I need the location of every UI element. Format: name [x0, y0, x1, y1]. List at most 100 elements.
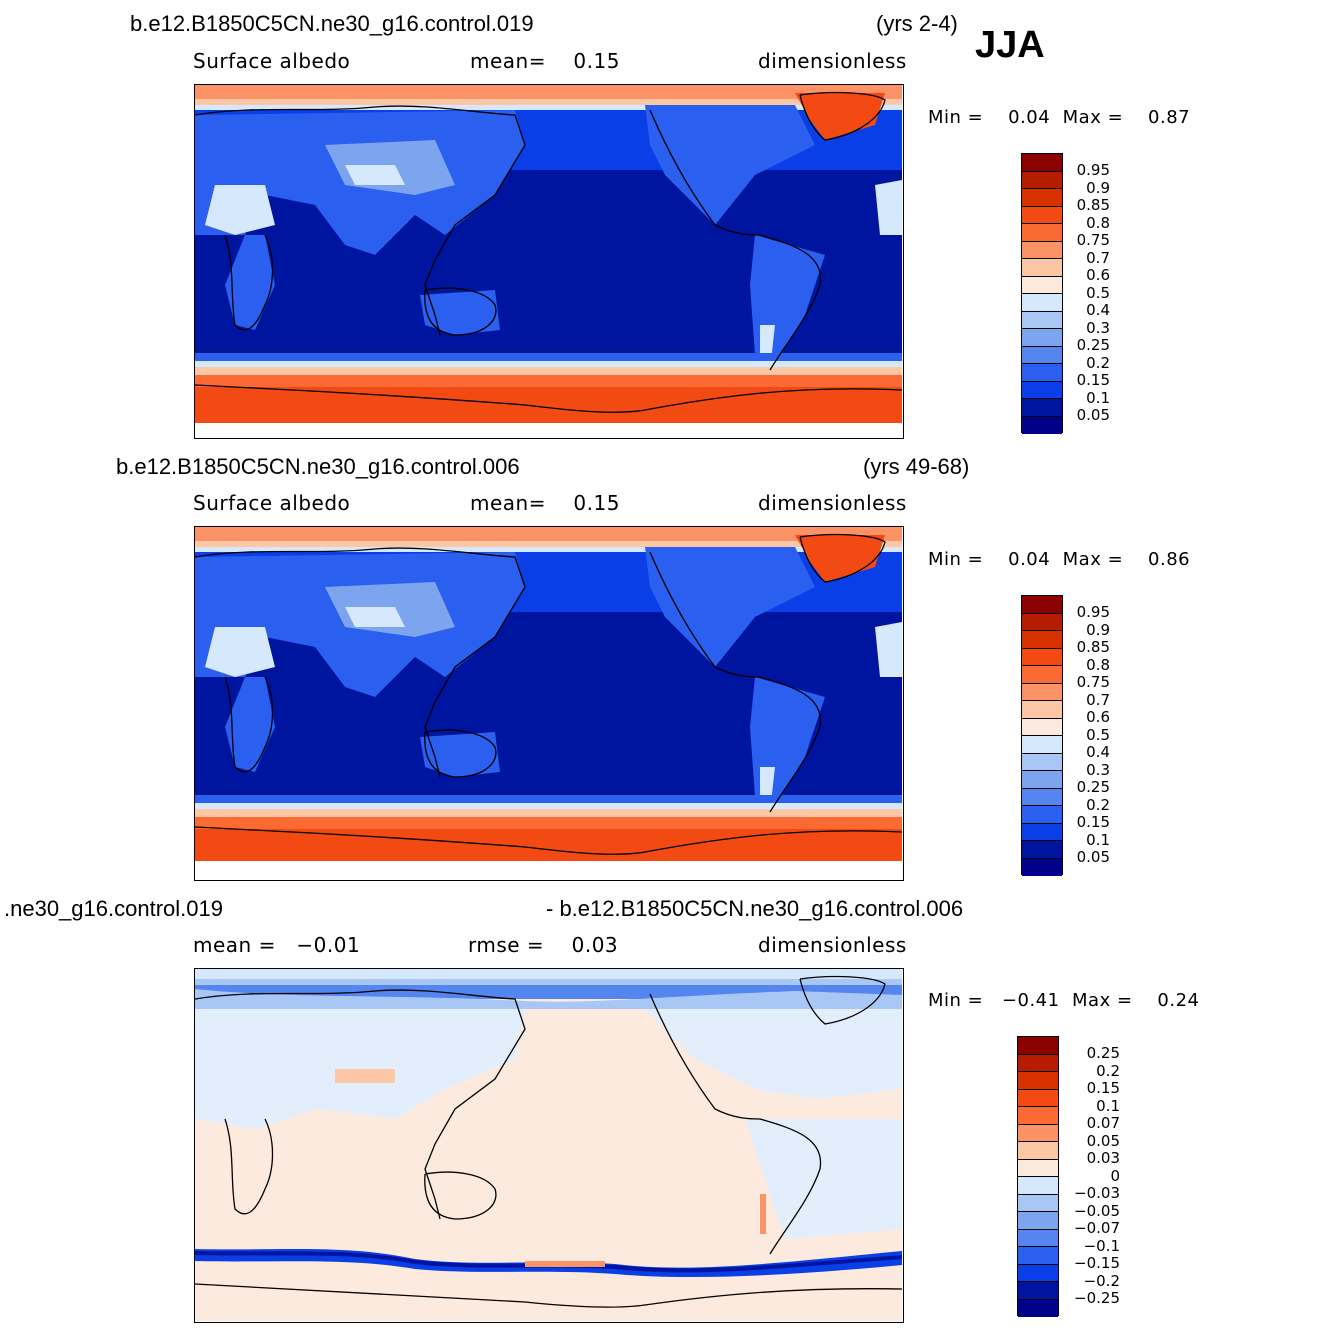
- cbar-label: 0.03: [1087, 1151, 1120, 1166]
- panel3-map-svg: [195, 969, 902, 1321]
- cbar-seg: [1018, 1300, 1058, 1318]
- cbar-label: 0.07: [1087, 1116, 1120, 1131]
- cbar-label: 0.15: [1077, 373, 1110, 388]
- cbar-seg: [1022, 754, 1062, 772]
- cbar-label: 0.5: [1086, 286, 1110, 301]
- cbar-seg: [1018, 1230, 1058, 1248]
- cbar-seg: [1018, 1282, 1058, 1300]
- cbar-seg: [1022, 614, 1062, 632]
- cbar-seg: [1018, 1090, 1058, 1108]
- cbar-label: 0.1: [1086, 391, 1110, 406]
- cbar-label: 0.05: [1087, 1134, 1120, 1149]
- panel1-variable: Surface albedo: [193, 51, 350, 71]
- cbar-seg: [1018, 1212, 1058, 1230]
- panel3-colorbar: [1017, 1036, 1059, 1316]
- cbar-label: 0.25: [1077, 338, 1110, 353]
- cbar-seg: [1018, 1107, 1058, 1125]
- cbar-seg: [1022, 224, 1062, 242]
- cbar-label: −0.03: [1074, 1186, 1120, 1201]
- panel3-colorbar-labels: 0.25 0.2 0.15 0.1 0.07 0.05 0.03 0 −0.03…: [1060, 1046, 1120, 1316]
- cbar-seg: [1018, 1125, 1058, 1143]
- cbar-label: −0.07: [1074, 1221, 1120, 1236]
- cbar-label: 0.6: [1086, 710, 1110, 725]
- cbar-seg: [1022, 364, 1062, 382]
- cbar-seg: [1022, 631, 1062, 649]
- panel2-units: dimensionless: [758, 493, 907, 513]
- panel2-variable: Surface albedo: [193, 493, 350, 513]
- cbar-seg: [1022, 771, 1062, 789]
- cbar-label: 0.75: [1077, 675, 1110, 690]
- cbar-seg: [1022, 207, 1062, 225]
- cbar-seg: [1022, 417, 1062, 435]
- cbar-seg: [1018, 1160, 1058, 1178]
- panel3-map: [194, 968, 904, 1323]
- panel1-colorbar: [1021, 153, 1063, 433]
- cbar-seg: [1018, 1072, 1058, 1090]
- cbar-label: 0.6: [1086, 268, 1110, 283]
- cbar-label: 0.4: [1086, 303, 1110, 318]
- cbar-label: 0.1: [1096, 1099, 1120, 1114]
- panel2-colorbar-labels: 0.95 0.9 0.85 0.8 0.75 0.7 0.6 0.5 0.4 0…: [1060, 605, 1110, 875]
- cbar-label: −0.1: [1084, 1239, 1120, 1254]
- panel2-years: (yrs 49-68): [863, 456, 969, 478]
- cbar-label: 0.05: [1077, 408, 1110, 423]
- cbar-seg: [1022, 382, 1062, 400]
- cbar-seg: [1022, 841, 1062, 859]
- cbar-seg: [1022, 259, 1062, 277]
- panel2-map: [194, 526, 904, 881]
- panel3-rmse: rmse = 0.03: [468, 935, 618, 955]
- cbar-seg: [1022, 859, 1062, 877]
- cbar-seg: [1022, 719, 1062, 737]
- cbar-label: 0.15: [1087, 1081, 1120, 1096]
- cbar-label: 0.5: [1086, 728, 1110, 743]
- panel1-mean: mean= 0.15: [470, 51, 620, 71]
- panel1-colorbar-labels: 0.95 0.9 0.85 0.8 0.75 0.7 0.6 0.5 0.4 0…: [1060, 163, 1110, 433]
- cbar-seg: [1022, 154, 1062, 172]
- cbar-label: 0.7: [1086, 251, 1110, 266]
- cbar-seg: [1022, 329, 1062, 347]
- panel1-units: dimensionless: [758, 51, 907, 71]
- cbar-seg: [1022, 789, 1062, 807]
- cbar-seg: [1022, 824, 1062, 842]
- cbar-seg: [1018, 1055, 1058, 1073]
- panel2-map-svg: [195, 527, 902, 879]
- panel2-minmax: Min = 0.04 Max = 0.86: [928, 551, 1190, 569]
- cbar-label: 0.25: [1087, 1046, 1120, 1061]
- cbar-label: 0: [1110, 1169, 1120, 1184]
- panel1-case-title: b.e12.B1850C5CN.ne30_g16.control.019: [130, 13, 534, 35]
- cbar-seg: [1018, 1195, 1058, 1213]
- cbar-seg: [1018, 1037, 1058, 1055]
- cbar-seg: [1018, 1177, 1058, 1195]
- cbar-label: 0.9: [1086, 623, 1110, 638]
- cbar-seg: [1022, 347, 1062, 365]
- cbar-label: 0.05: [1077, 850, 1110, 865]
- panel2-colorbar: [1021, 595, 1063, 875]
- cbar-label: 0.3: [1086, 763, 1110, 778]
- panel3-minmax: Min = −0.41 Max = 0.24: [928, 992, 1200, 1010]
- panel2-case-title: b.e12.B1850C5CN.ne30_g16.control.006: [116, 456, 520, 478]
- panel1-map: [194, 84, 904, 439]
- cbar-seg: [1022, 277, 1062, 295]
- cbar-seg: [1022, 684, 1062, 702]
- panel1-minmax: Min = 0.04 Max = 0.87: [928, 109, 1190, 127]
- cbar-seg: [1022, 666, 1062, 684]
- cbar-seg: [1018, 1142, 1058, 1160]
- cbar-label: 0.3: [1086, 321, 1110, 336]
- panel3-units: dimensionless: [758, 935, 907, 955]
- cbar-label: −0.25: [1074, 1291, 1120, 1306]
- cbar-label: 0.2: [1086, 798, 1110, 813]
- cbar-label: 0.95: [1077, 605, 1110, 620]
- cbar-label: 0.1: [1086, 833, 1110, 848]
- cbar-label: 0.2: [1096, 1064, 1120, 1079]
- cbar-label: 0.8: [1086, 658, 1110, 673]
- cbar-label: 0.8: [1086, 216, 1110, 231]
- cbar-seg: [1022, 399, 1062, 417]
- cbar-label: 0.7: [1086, 693, 1110, 708]
- cbar-seg: [1022, 736, 1062, 754]
- cbar-label: 0.15: [1077, 815, 1110, 830]
- cbar-seg: [1022, 806, 1062, 824]
- cbar-label: 0.95: [1077, 163, 1110, 178]
- cbar-seg: [1022, 294, 1062, 312]
- cbar-seg: [1022, 172, 1062, 190]
- cbar-seg: [1022, 701, 1062, 719]
